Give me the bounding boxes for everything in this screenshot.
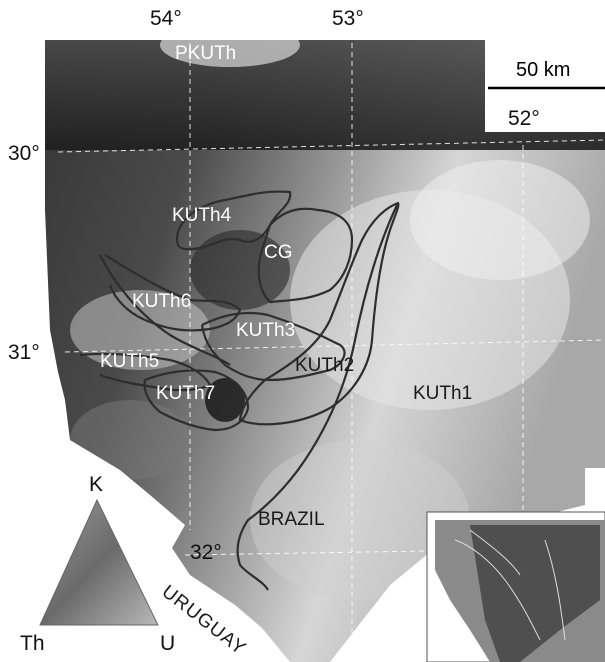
kuth6-boundary xyxy=(104,254,242,332)
unit-label-kuth3: KUTh3 xyxy=(236,320,296,341)
lat-32-label: 32° xyxy=(190,541,222,564)
lon-53-label: 53° xyxy=(332,7,364,30)
inset-map xyxy=(426,511,605,662)
scale-bar-label: 50 km xyxy=(516,59,571,81)
lat-31-label: 31° xyxy=(8,341,40,364)
unit-label-kuth2: KUTh2 xyxy=(295,355,355,376)
unit-label-kuth6: KUTh6 xyxy=(132,291,192,312)
ternary-label-th: Th xyxy=(20,632,45,655)
country-label-brazil: BRAZIL xyxy=(258,509,325,530)
parallel-32 xyxy=(184,547,605,556)
west-boundary xyxy=(99,254,231,366)
kuth3-boundary xyxy=(200,311,346,382)
cg-boundary xyxy=(257,207,354,304)
unit-label-kuth7: KUTh7 xyxy=(156,383,216,404)
ternary-triangle xyxy=(39,498,159,626)
unit-label-kuth4: KUTh4 xyxy=(172,205,232,226)
parallel-31 xyxy=(64,339,605,353)
kuth1-boundary xyxy=(236,202,399,591)
lon-52-label: 52° xyxy=(508,107,540,130)
kuth7-boundary xyxy=(143,369,250,432)
ternary-label-k: K xyxy=(89,473,104,496)
parallel-30 xyxy=(57,139,605,153)
lon-54-label: 54° xyxy=(150,7,182,30)
ternary-legend xyxy=(39,498,159,626)
unit-label-kuth5: KUTh5 xyxy=(100,351,160,372)
unit-label-cg: CG xyxy=(264,242,293,263)
unit-label-pkuth: PKUTh xyxy=(175,43,237,64)
lat-30-label: 30° xyxy=(8,142,40,165)
unit-boundaries xyxy=(79,190,400,591)
lat-lon-grid xyxy=(57,25,605,650)
ternary-label-u: U xyxy=(160,632,176,655)
unit-label-kuth1: KUTh1 xyxy=(413,383,473,404)
